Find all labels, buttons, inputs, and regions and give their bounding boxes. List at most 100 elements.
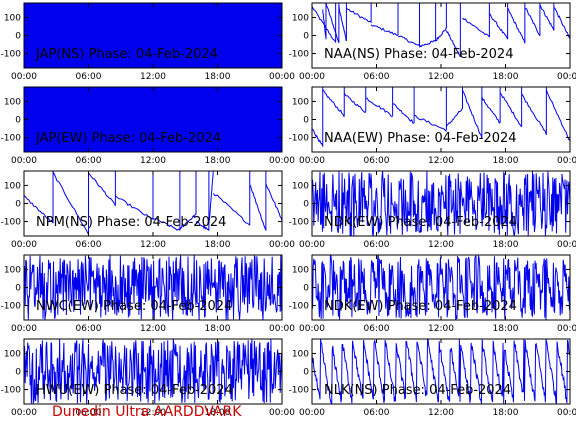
chart-title: NAA(NS) Phase: 04-Feb-2024 (324, 47, 513, 62)
x-tick-label: 00:00 (557, 156, 576, 166)
series-line (346, 8, 372, 23)
series-line (499, 92, 523, 128)
x-tick-label: 00:00 (269, 240, 295, 250)
saturated-trace (24, 3, 282, 68)
y-tick-label: 100 (4, 265, 21, 275)
x-tick-label: 06:00 (364, 408, 390, 418)
series-line (312, 5, 337, 43)
x-tick-label: 18:00 (205, 324, 231, 334)
series-line (539, 4, 555, 31)
chart-title: HWU(EW) Phase: 04-Feb-2024 (36, 383, 233, 398)
x-tick-label: 00:00 (299, 72, 325, 82)
chart-panel: 100 0 -100 00:00 06:00 12:00 18:00 00:00 JAP(EW)… (1, 86, 295, 166)
y-tick-label: 100 (4, 349, 21, 359)
series-line (397, 35, 420, 47)
x-tick-label: 18:00 (493, 72, 519, 82)
chart-title: JAP(EW) Phase: 04-Feb-2024 (35, 131, 221, 146)
x-tick-label: 00:00 (299, 408, 325, 418)
series-line (179, 213, 197, 230)
x-tick-label: 06:00 (364, 156, 390, 166)
chart-panel: 100 0 -100 00:00 06:00 12:00 18:00 00:00 JAP(NS)… (1, 2, 295, 82)
y-tick-label: -100 (289, 134, 310, 144)
chart-panel: 100 0 -100 00:00 06:00 12:00 18:00 00:00 NAA(NS)… (289, 2, 576, 82)
plot-area (24, 3, 282, 68)
y-tick-label: 0 (15, 368, 21, 378)
chart-panel: 100 0 -100 00:00 06:00 12:00 18:00 00:00 NWC(EW)… (1, 254, 295, 334)
series-line (419, 39, 436, 48)
series-line (507, 7, 526, 44)
x-tick-label: 00:00 (269, 324, 295, 334)
x-tick-label: 12:00 (140, 156, 166, 166)
y-tick-label: 100 (292, 181, 309, 191)
y-tick-label: 0 (303, 284, 309, 294)
chart-title: NAA(EW) Phase: 04-Feb-2024 (324, 131, 517, 146)
y-tick-label: 100 (292, 349, 309, 359)
plot-area (312, 3, 570, 58)
x-tick-label: 00:00 (557, 408, 576, 418)
series-line (312, 128, 324, 147)
x-tick-label: 12:00 (428, 72, 454, 82)
series-line (413, 114, 447, 132)
x-tick-label: 00:00 (11, 240, 37, 250)
y-tick-label: 0 (303, 200, 309, 210)
x-tick-label: 00:00 (557, 324, 576, 334)
y-tick-label: -100 (1, 218, 22, 228)
plot-area (312, 339, 570, 404)
x-tick-label: 18:00 (205, 240, 231, 250)
series-line (208, 172, 214, 225)
y-tick-label: -100 (289, 50, 310, 60)
series-line (462, 90, 483, 139)
y-tick-label: -100 (289, 302, 310, 312)
x-tick-label: 18:00 (493, 408, 519, 418)
x-tick-label: 12:00 (428, 156, 454, 166)
series-line (152, 218, 180, 231)
y-tick-label: 100 (4, 13, 21, 23)
y-tick-label: 100 (292, 13, 309, 23)
series-line (24, 339, 282, 404)
plot-area (24, 171, 282, 235)
x-tick-label: 12:00 (140, 408, 166, 418)
series-line (392, 103, 415, 124)
x-tick-label: 12:00 (140, 72, 166, 82)
x-tick-label: 00:00 (299, 156, 325, 166)
y-tick-label: 100 (4, 97, 21, 107)
series-line (521, 93, 547, 136)
plot-area (312, 87, 570, 147)
y-tick-label: 0 (15, 32, 21, 42)
series-line (195, 220, 210, 231)
y-tick-label: 0 (303, 368, 309, 378)
y-tick-label: 0 (15, 200, 21, 210)
series-line (312, 339, 570, 404)
x-tick-label: 00:00 (269, 72, 295, 82)
saturated-trace (24, 87, 282, 152)
series-line (343, 92, 366, 113)
y-tick-label: 100 (292, 265, 309, 275)
x-tick-label: 00:00 (299, 240, 325, 250)
x-tick-label: 18:00 (493, 156, 519, 166)
x-tick-label: 18:00 (493, 324, 519, 334)
series-line (524, 7, 541, 37)
chart-panel: 100 0 -100 00:00 06:00 12:00 18:00 00:00 NPM(NS)… (1, 170, 295, 250)
chart-panel: 100 0 -100 00:00 06:00 12:00 18:00 00:00 NDK(EW)… (289, 254, 576, 334)
y-tick-label: -100 (1, 50, 22, 60)
x-tick-label: 06:00 (76, 408, 102, 418)
x-tick-label: 18:00 (493, 240, 519, 250)
x-tick-label: 00:00 (11, 324, 37, 334)
series-line (481, 96, 501, 124)
x-tick-label: 18:00 (205, 408, 231, 418)
chart-panel: 100 0 -100 00:00 06:00 12:00 18:00 00:00 NDK(EW)… (289, 170, 576, 250)
chart-title: NDK(EW) Phase: 04-Feb-2024 (324, 299, 517, 314)
x-tick-label: 12:00 (140, 240, 166, 250)
x-tick-label: 06:00 (76, 156, 102, 166)
series-line (553, 7, 570, 39)
x-tick-label: 00:00 (11, 156, 37, 166)
series-line (325, 3, 340, 44)
series-line (370, 24, 399, 37)
x-tick-label: 18:00 (205, 156, 231, 166)
series-line (322, 89, 345, 118)
plot-area (24, 339, 282, 404)
series-line (212, 193, 251, 226)
plot-area (312, 255, 570, 320)
y-tick-label: -100 (289, 386, 310, 396)
